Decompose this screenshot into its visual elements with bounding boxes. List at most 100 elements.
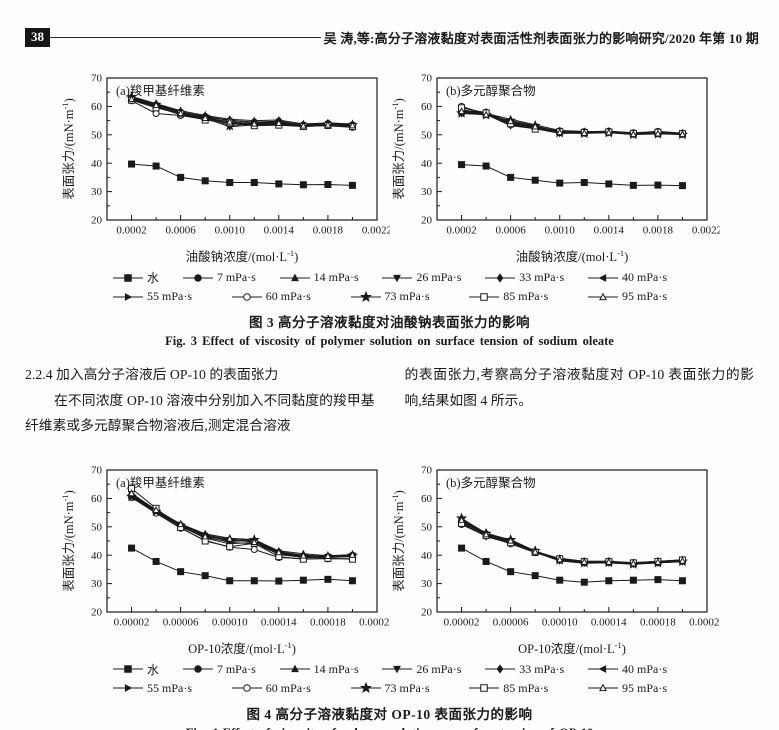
legend-marker-star-icon: [350, 290, 381, 302]
legend-marker-circle-icon: [182, 665, 213, 673]
legend-marker-square-open-icon: [469, 292, 500, 301]
legend-row: 水 7 mPa·s 14 mPa·s 26 mPa·s 33 mPa·s 40 mPa·s: [112, 268, 667, 287]
svg-text:30: 30: [91, 186, 103, 198]
svg-text:表面张力/(mN·m-1): 表面张力/(mN·m-1): [60, 490, 76, 592]
svg-text:0.00006: 0.00006: [492, 616, 528, 628]
legend-label: 水: [147, 662, 160, 677]
page-number: 38: [25, 28, 50, 47]
svg-text:70: 70: [421, 73, 433, 85]
figure-4: 20 30 40 50 60 70 0.00002 0.00006 0.00010 0.00014…: [0, 463, 779, 730]
legend-item: 60 mPa·s: [231, 681, 311, 696]
section-heading: 2.2.4 加入高分子溶液后 OP-10 的表面张力: [25, 367, 279, 382]
svg-text:50: 50: [91, 129, 103, 141]
svg-text:0.0014: 0.0014: [263, 225, 294, 237]
svg-text:0.00022: 0.00022: [359, 616, 390, 628]
svg-text:0.0006: 0.0006: [165, 225, 196, 237]
legend-marker-square-icon: [113, 665, 143, 673]
legend-label: 33 mPa·s: [519, 661, 565, 676]
legend-marker-triangle-down-icon: [382, 274, 413, 282]
chart-fig3b-polyol: 20 30 40 50 60 70 0.0002 0.0006 0.0010 0.0014 0.00…: [390, 73, 720, 264]
svg-text:40: 40: [91, 549, 103, 561]
legend-item: 33 mPa·s: [484, 270, 564, 285]
svg-text:(b)多元醇聚合物: (b)多元醇聚合物: [446, 83, 536, 98]
legend-label: 85 mPa·s: [503, 289, 549, 303]
legend-marker-triangle-right-icon: [113, 684, 143, 692]
svg-text:表面张力/(mN·m-1): 表面张力/(mN·m-1): [390, 490, 406, 592]
svg-text:60: 60: [421, 493, 433, 505]
legend-item: 55 mPa·s: [112, 681, 192, 696]
legend-marker-circle-icon: [182, 273, 213, 282]
legend-label: 26 mPa·s: [416, 270, 462, 284]
legend-item: 7 mPa·s: [182, 270, 256, 285]
svg-text:60: 60: [421, 101, 433, 113]
legend-item: 40 mPa·s: [587, 270, 667, 285]
svg-text:0.0006: 0.0006: [495, 225, 526, 237]
legend-marker-triangle-up-icon: [279, 664, 310, 673]
chart-fig4b-polyol: 20 30 40 50 60 70 0.00002 0.00006 0.00010 0.00014…: [390, 464, 720, 656]
svg-text:0.00002: 0.00002: [443, 616, 479, 628]
svg-text:(b)多元醇聚合物: (b)多元醇聚合物: [446, 475, 536, 490]
svg-text:0.0018: 0.0018: [312, 225, 343, 237]
legend-label: 60 mPa·s: [265, 680, 311, 695]
svg-text:0.0002: 0.0002: [116, 225, 146, 237]
chart-fig3a-cmc: 20 30 40 50 60 70 0.0002 0.0006 0.0010 0.0014 0.00…: [60, 73, 390, 264]
legend-item: 7 mPa·s: [182, 662, 256, 677]
svg-text:50: 50: [91, 521, 103, 533]
body-text: 2.2.4 加入高分子溶液后 OP-10 的表面张力 在不同浓度 OP-10 溶…: [25, 362, 754, 439]
header-rule: [50, 37, 321, 38]
legend-marker-triangle-up-icon: [279, 273, 310, 281]
legend-label: 7 mPa·s: [216, 661, 256, 676]
figure4-caption-cn: 图 4 高分子溶液黏度对 OP-10 表面张力的影响: [246, 706, 533, 722]
legend-label: 73 mPa·s: [384, 680, 430, 695]
svg-text:0.0018: 0.0018: [642, 225, 673, 237]
legend-item: 14 mPa·s: [279, 270, 359, 285]
legend-item: 水: [112, 661, 159, 678]
svg-text:0.00010: 0.00010: [211, 616, 247, 628]
svg-text:40: 40: [91, 158, 103, 170]
svg-text:OP-10浓度/(mol·L-1): OP-10浓度/(mol·L-1): [188, 640, 296, 656]
page-header: 38 吴 涛,等:高分子溶液黏度对表面活性剂表面张力的影响研究/2020 年第 …: [25, 28, 759, 47]
figure3-caption-en: Fig. 3 Effect of viscosity of polymer so…: [165, 334, 614, 348]
svg-text:30: 30: [91, 578, 103, 590]
figure3-legend: 水 7 mPa·s 14 mPa·s 26 mPa·s 33 mPa·s 40 mPa·s…: [112, 268, 667, 306]
svg-text:70: 70: [91, 73, 103, 85]
svg-text:表面张力/(mN·m-1): 表面张力/(mN·m-1): [390, 98, 406, 200]
figure4-legend: 水 7 mPa·s 14 mPa·s 26 mPa·s 33 mPa·s 40 mPa·s…: [112, 660, 667, 698]
legend-item: 水: [112, 269, 159, 286]
legend-row: 55 mPa·s 60 mPa·s 73 mPa·s 85 mPa·s 95 mPa·s: [112, 287, 667, 306]
legend-label: 40 mPa·s: [622, 661, 667, 676]
figure-3: 20 30 40 50 60 70 0.0002 0.0006 0.0010 0.0014 0.00…: [0, 71, 779, 349]
svg-text:油酸钠浓度/(mol·L-1): 油酸钠浓度/(mol·L-1): [515, 248, 628, 264]
svg-text:30: 30: [421, 578, 433, 590]
svg-text:OP-10浓度/(mol·L-1): OP-10浓度/(mol·L-1): [518, 640, 626, 656]
legend-label: 73 mPa·s: [384, 289, 430, 303]
legend-label: 26 mPa·s: [416, 661, 462, 676]
legend-item: 60 mPa·s: [231, 289, 311, 304]
svg-text:0.0010: 0.0010: [544, 225, 575, 237]
legend-row: 55 mPa·s 60 mPa·s 73 mPa·s 85 mPa·s 95 mPa·s: [112, 679, 667, 698]
text-column-right: 的表面张力,考察高分子溶液黏度对 OP-10 表面张力的影响,结果如图 4 所示…: [405, 362, 755, 439]
svg-text:60: 60: [91, 101, 103, 113]
svg-text:0.00010: 0.00010: [541, 616, 577, 628]
legend-label: 95 mPa·s: [622, 289, 667, 303]
figure4-caption-en: Fig. 4 Effect of viscosity of polymer so…: [0, 726, 779, 730]
text-column-left: 2.2.4 加入高分子溶液后 OP-10 的表面张力 在不同浓度 OP-10 溶…: [25, 362, 375, 439]
svg-text:0.00014: 0.00014: [260, 616, 296, 628]
paragraph-left: 在不同浓度 OP-10 溶液中分别加入不同黏度的羧甲基纤维素或多元醇聚合物溶液后…: [25, 392, 375, 434]
legend-item: 85 mPa·s: [468, 681, 548, 696]
legend-label: 40 mPa·s: [622, 270, 667, 284]
chart-fig4a-cmc: 20 30 40 50 60 70 0.00002 0.00006 0.00010 0.00014…: [60, 464, 390, 656]
legend-item: 33 mPa·s: [484, 662, 564, 677]
legend-label: 水: [147, 271, 160, 285]
svg-text:0.00022: 0.00022: [689, 616, 720, 628]
svg-text:40: 40: [421, 549, 433, 561]
legend-label: 7 mPa·s: [216, 270, 256, 284]
legend-marker-diamond-icon: [485, 664, 516, 674]
svg-text:60: 60: [91, 493, 103, 505]
svg-text:30: 30: [421, 186, 433, 198]
legend-marker-triangle-right-icon: [113, 292, 143, 301]
svg-text:油酸钠浓度/(mol·L-1): 油酸钠浓度/(mol·L-1): [185, 248, 298, 264]
legend-label: 14 mPa·s: [313, 661, 359, 676]
legend-label: 85 mPa·s: [503, 680, 549, 695]
svg-text:0.0014: 0.0014: [593, 225, 624, 237]
